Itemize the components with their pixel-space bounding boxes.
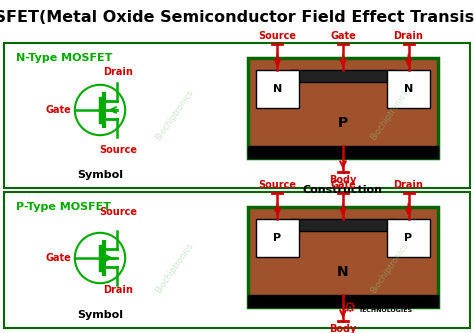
Text: MOSFET(Metal Oxide Semiconductor Field Effect Transistor): MOSFET(Metal Oxide Semiconductor Field E…: [0, 11, 474, 26]
Text: Source: Source: [258, 31, 296, 41]
Text: Gate: Gate: [45, 253, 71, 263]
Text: Body: Body: [329, 324, 357, 333]
Bar: [4, 192, 470, 328]
Text: P: P: [404, 233, 412, 243]
Text: Gate: Gate: [330, 180, 356, 190]
Text: Construction: Construction: [303, 185, 383, 195]
Bar: [248, 146, 438, 158]
Text: Body: Body: [329, 175, 357, 185]
Text: N: N: [404, 84, 413, 94]
Bar: [255, 219, 299, 257]
Text: ⚙: ⚙: [344, 301, 356, 315]
Text: Symbol: Symbol: [77, 170, 123, 180]
Text: Drain: Drain: [103, 67, 133, 77]
Text: N: N: [273, 84, 282, 94]
Bar: [387, 70, 430, 108]
Text: Biochiptronics: Biochiptronics: [154, 241, 196, 295]
Bar: [290, 219, 396, 231]
Text: P: P: [273, 233, 282, 243]
Bar: [255, 70, 299, 108]
Bar: [387, 219, 430, 257]
Text: Drain: Drain: [103, 285, 133, 295]
Text: P: P: [338, 116, 348, 130]
Bar: [248, 295, 438, 307]
Text: N: N: [337, 265, 349, 279]
Text: Source: Source: [99, 145, 137, 155]
Bar: [248, 207, 438, 307]
Text: Gate: Gate: [330, 31, 356, 41]
Text: Biochiptronics: Biochiptronics: [369, 241, 411, 295]
Text: Gate: Gate: [45, 105, 71, 115]
Text: Drain: Drain: [393, 31, 423, 41]
Text: Drain: Drain: [393, 180, 423, 190]
Text: BIOCHIPTRONICS
TECHNOLOGIES: BIOCHIPTRONICS TECHNOLOGIES: [358, 303, 419, 313]
Text: Source: Source: [258, 180, 296, 190]
Text: N-Type MOSFET: N-Type MOSFET: [16, 53, 112, 63]
Bar: [290, 70, 396, 82]
Text: Biochiptronics: Biochiptronics: [369, 88, 411, 142]
Text: Symbol: Symbol: [77, 310, 123, 320]
Text: P-Type MOSFET: P-Type MOSFET: [16, 202, 111, 212]
Text: Source: Source: [99, 207, 137, 217]
Bar: [4, 43, 470, 188]
Bar: [248, 58, 438, 158]
Text: Biochiptronics: Biochiptronics: [154, 88, 196, 142]
